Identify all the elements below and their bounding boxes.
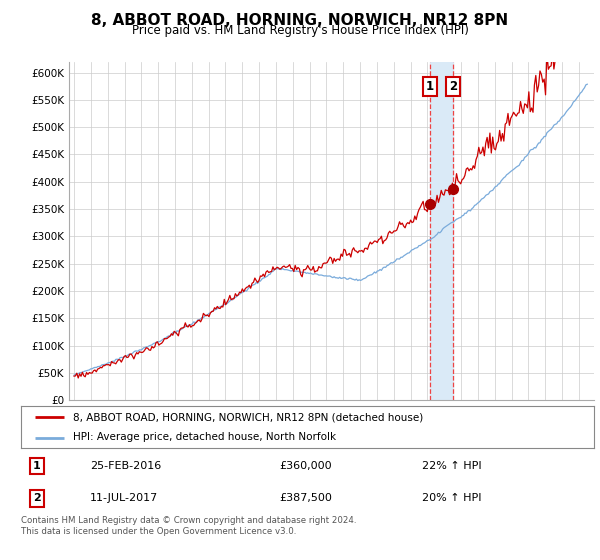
Text: HPI: Average price, detached house, North Norfolk: HPI: Average price, detached house, Nort… [73, 432, 335, 442]
Text: 11-JUL-2017: 11-JUL-2017 [90, 493, 158, 503]
Text: 1: 1 [33, 461, 41, 471]
Text: £360,000: £360,000 [279, 461, 331, 471]
Text: 8, ABBOT ROAD, HORNING, NORWICH, NR12 8PN: 8, ABBOT ROAD, HORNING, NORWICH, NR12 8P… [91, 13, 509, 29]
Bar [430, 62, 453, 400]
Text: Contains HM Land Registry data © Crown copyright and database right 2024.
This d: Contains HM Land Registry data © Crown c… [21, 516, 356, 536]
Text: 2: 2 [33, 493, 41, 503]
Text: 25-FEB-2016: 25-FEB-2016 [90, 461, 161, 471]
Text: Price paid vs. HM Land Registry's House Price Index (HPI): Price paid vs. HM Land Registry's House … [131, 24, 469, 37]
Text: 20% ↑ HPI: 20% ↑ HPI [422, 493, 482, 503]
Text: 22% ↑ HPI: 22% ↑ HPI [422, 461, 482, 471]
Text: 2: 2 [449, 80, 457, 93]
Text: £387,500: £387,500 [279, 493, 332, 503]
Text: 8, ABBOT ROAD, HORNING, NORWICH, NR12 8PN (detached house): 8, ABBOT ROAD, HORNING, NORWICH, NR12 8P… [73, 412, 423, 422]
Text: 1: 1 [426, 80, 434, 93]
